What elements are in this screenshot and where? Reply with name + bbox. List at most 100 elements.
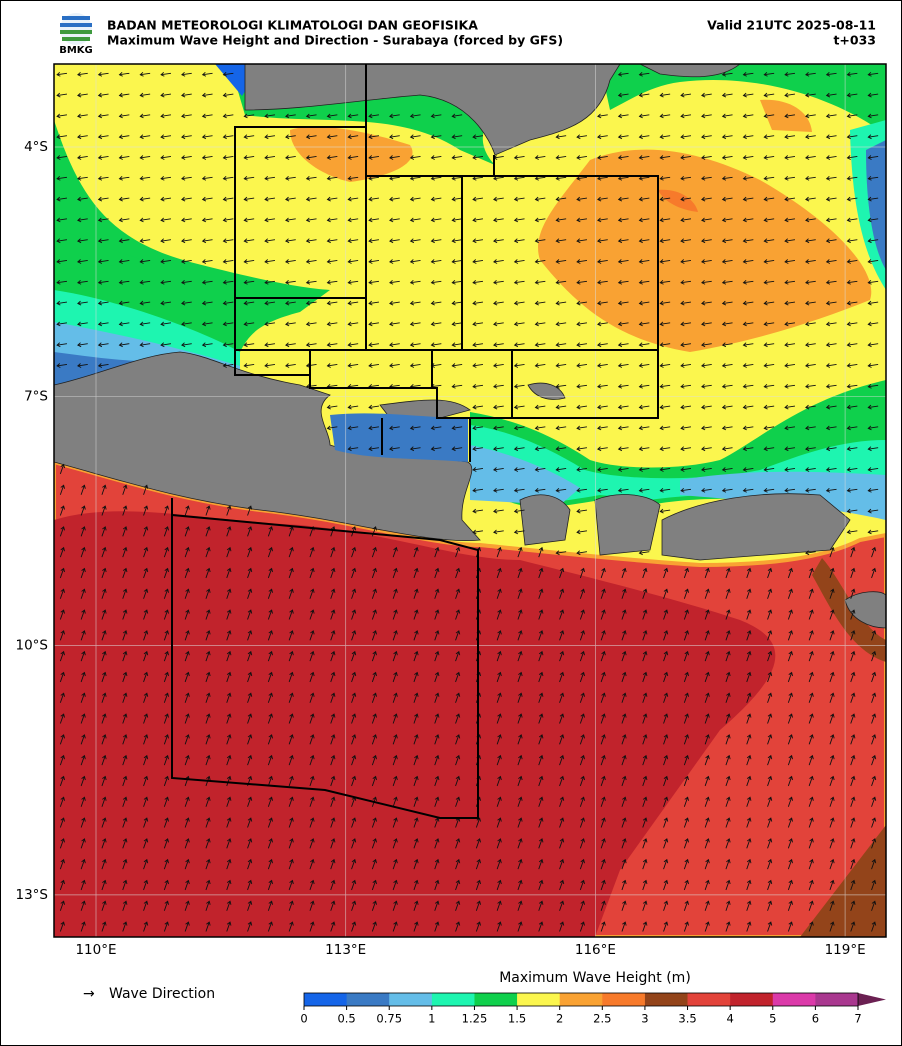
wave-arrow [763, 487, 775, 493]
wave-arrow [264, 363, 276, 368]
wave-arrow [222, 217, 234, 223]
wave-arrow [704, 879, 710, 891]
wave-arrow [704, 900, 710, 911]
wave-arrow [659, 155, 671, 160]
wave-arrow [371, 734, 377, 745]
wave-arrow [472, 467, 484, 472]
wave-arrow [326, 217, 338, 223]
wave-arrow [160, 175, 172, 181]
wave-arrow [80, 650, 86, 662]
wave-arrow [829, 630, 835, 641]
wave-arrow [305, 363, 317, 368]
wave-arrow [617, 467, 629, 472]
wave-arrow [247, 900, 253, 911]
wave-arrow [846, 175, 858, 181]
wave-arrow [534, 259, 546, 264]
wave-arrow [243, 300, 255, 306]
wave-arrow [579, 858, 585, 870]
wave-arrow [659, 383, 671, 389]
wave-arrow [746, 609, 752, 620]
wave-arrow [867, 487, 879, 493]
wave-arrow [181, 155, 192, 160]
wave-arrow [767, 734, 773, 745]
wave-arrow [746, 671, 752, 683]
wave-arrow [247, 650, 253, 662]
wave-arrow [576, 238, 588, 244]
wave-arrow [430, 446, 442, 452]
wave-arrow [267, 567, 273, 579]
wave-arrow [122, 650, 128, 662]
wave-arrow [330, 588, 336, 599]
wave-arrow [264, 134, 276, 140]
wave-arrow [600, 650, 606, 662]
wave-arrow [659, 342, 671, 348]
wave-arrow [455, 858, 461, 870]
wave-arrow [638, 92, 650, 98]
wave-arrow [80, 796, 86, 807]
wave-arrow [409, 113, 421, 119]
wave-arrow [80, 505, 86, 516]
wave-arrow [617, 134, 629, 140]
wave-arrow [309, 838, 315, 849]
land-bali [519, 494, 571, 546]
wave-arrow [538, 588, 544, 599]
wave-arrow [767, 713, 773, 724]
wave-arrow [659, 425, 671, 431]
wave-arrow [680, 175, 692, 181]
wave-arrow [368, 238, 380, 244]
wave-arrow [97, 134, 109, 140]
wave-arrow [513, 196, 525, 202]
wave-arrow [163, 630, 169, 641]
wave-arrow [101, 754, 107, 766]
wave-arrow [763, 175, 775, 181]
wave-arrow [767, 900, 773, 911]
wave-arrow [80, 713, 86, 724]
wave-arrow [351, 838, 357, 849]
wave-arrow [226, 609, 232, 620]
wave-arrow [330, 796, 336, 807]
wave-arrow [389, 196, 400, 202]
wave-arrow [808, 838, 814, 849]
wave-arrow [305, 259, 317, 264]
wave-arrow [305, 196, 317, 202]
wave-arrow [721, 92, 733, 98]
wave-arrow [184, 505, 190, 516]
wave-arrow [243, 113, 255, 119]
wave-arrow [600, 858, 606, 870]
wave-arrow [496, 588, 502, 599]
wave-arrow [101, 900, 107, 911]
wave-arrow [704, 609, 710, 620]
wave-arrow [683, 588, 689, 599]
wave-arrow [347, 321, 359, 327]
wave-arrow [309, 588, 315, 599]
wave-arrow [326, 196, 338, 202]
wave-arrow [413, 838, 419, 849]
wave-arrow [829, 921, 835, 932]
wave-arrow [371, 900, 377, 911]
wave-arrow [222, 279, 234, 285]
wave-arrow [867, 383, 879, 389]
wave-arrow [59, 567, 65, 579]
wave-arrow [538, 671, 544, 683]
wave-arrow [721, 300, 733, 306]
wave-arrow [118, 71, 130, 77]
wave-arrow [409, 155, 421, 160]
wave-arrow [455, 650, 461, 662]
wave-arrow [143, 526, 149, 537]
wave-arrow [201, 134, 213, 140]
wave-arrow [122, 754, 128, 766]
wave-arrow [829, 900, 835, 911]
wave-arrow [617, 92, 629, 98]
wave-arrow [451, 175, 463, 181]
wave-arrow [701, 425, 712, 431]
wave-arrow [579, 588, 585, 599]
wave-arrow [704, 734, 710, 745]
wave-arrow [305, 217, 317, 223]
wave-arrow [725, 858, 731, 870]
wave-arrow [122, 713, 128, 724]
wave-arrow [642, 630, 648, 641]
wave-arrow [579, 754, 585, 766]
wave-arrow [434, 734, 440, 745]
wave-arrow [496, 671, 502, 683]
wave-arrow [59, 796, 65, 807]
